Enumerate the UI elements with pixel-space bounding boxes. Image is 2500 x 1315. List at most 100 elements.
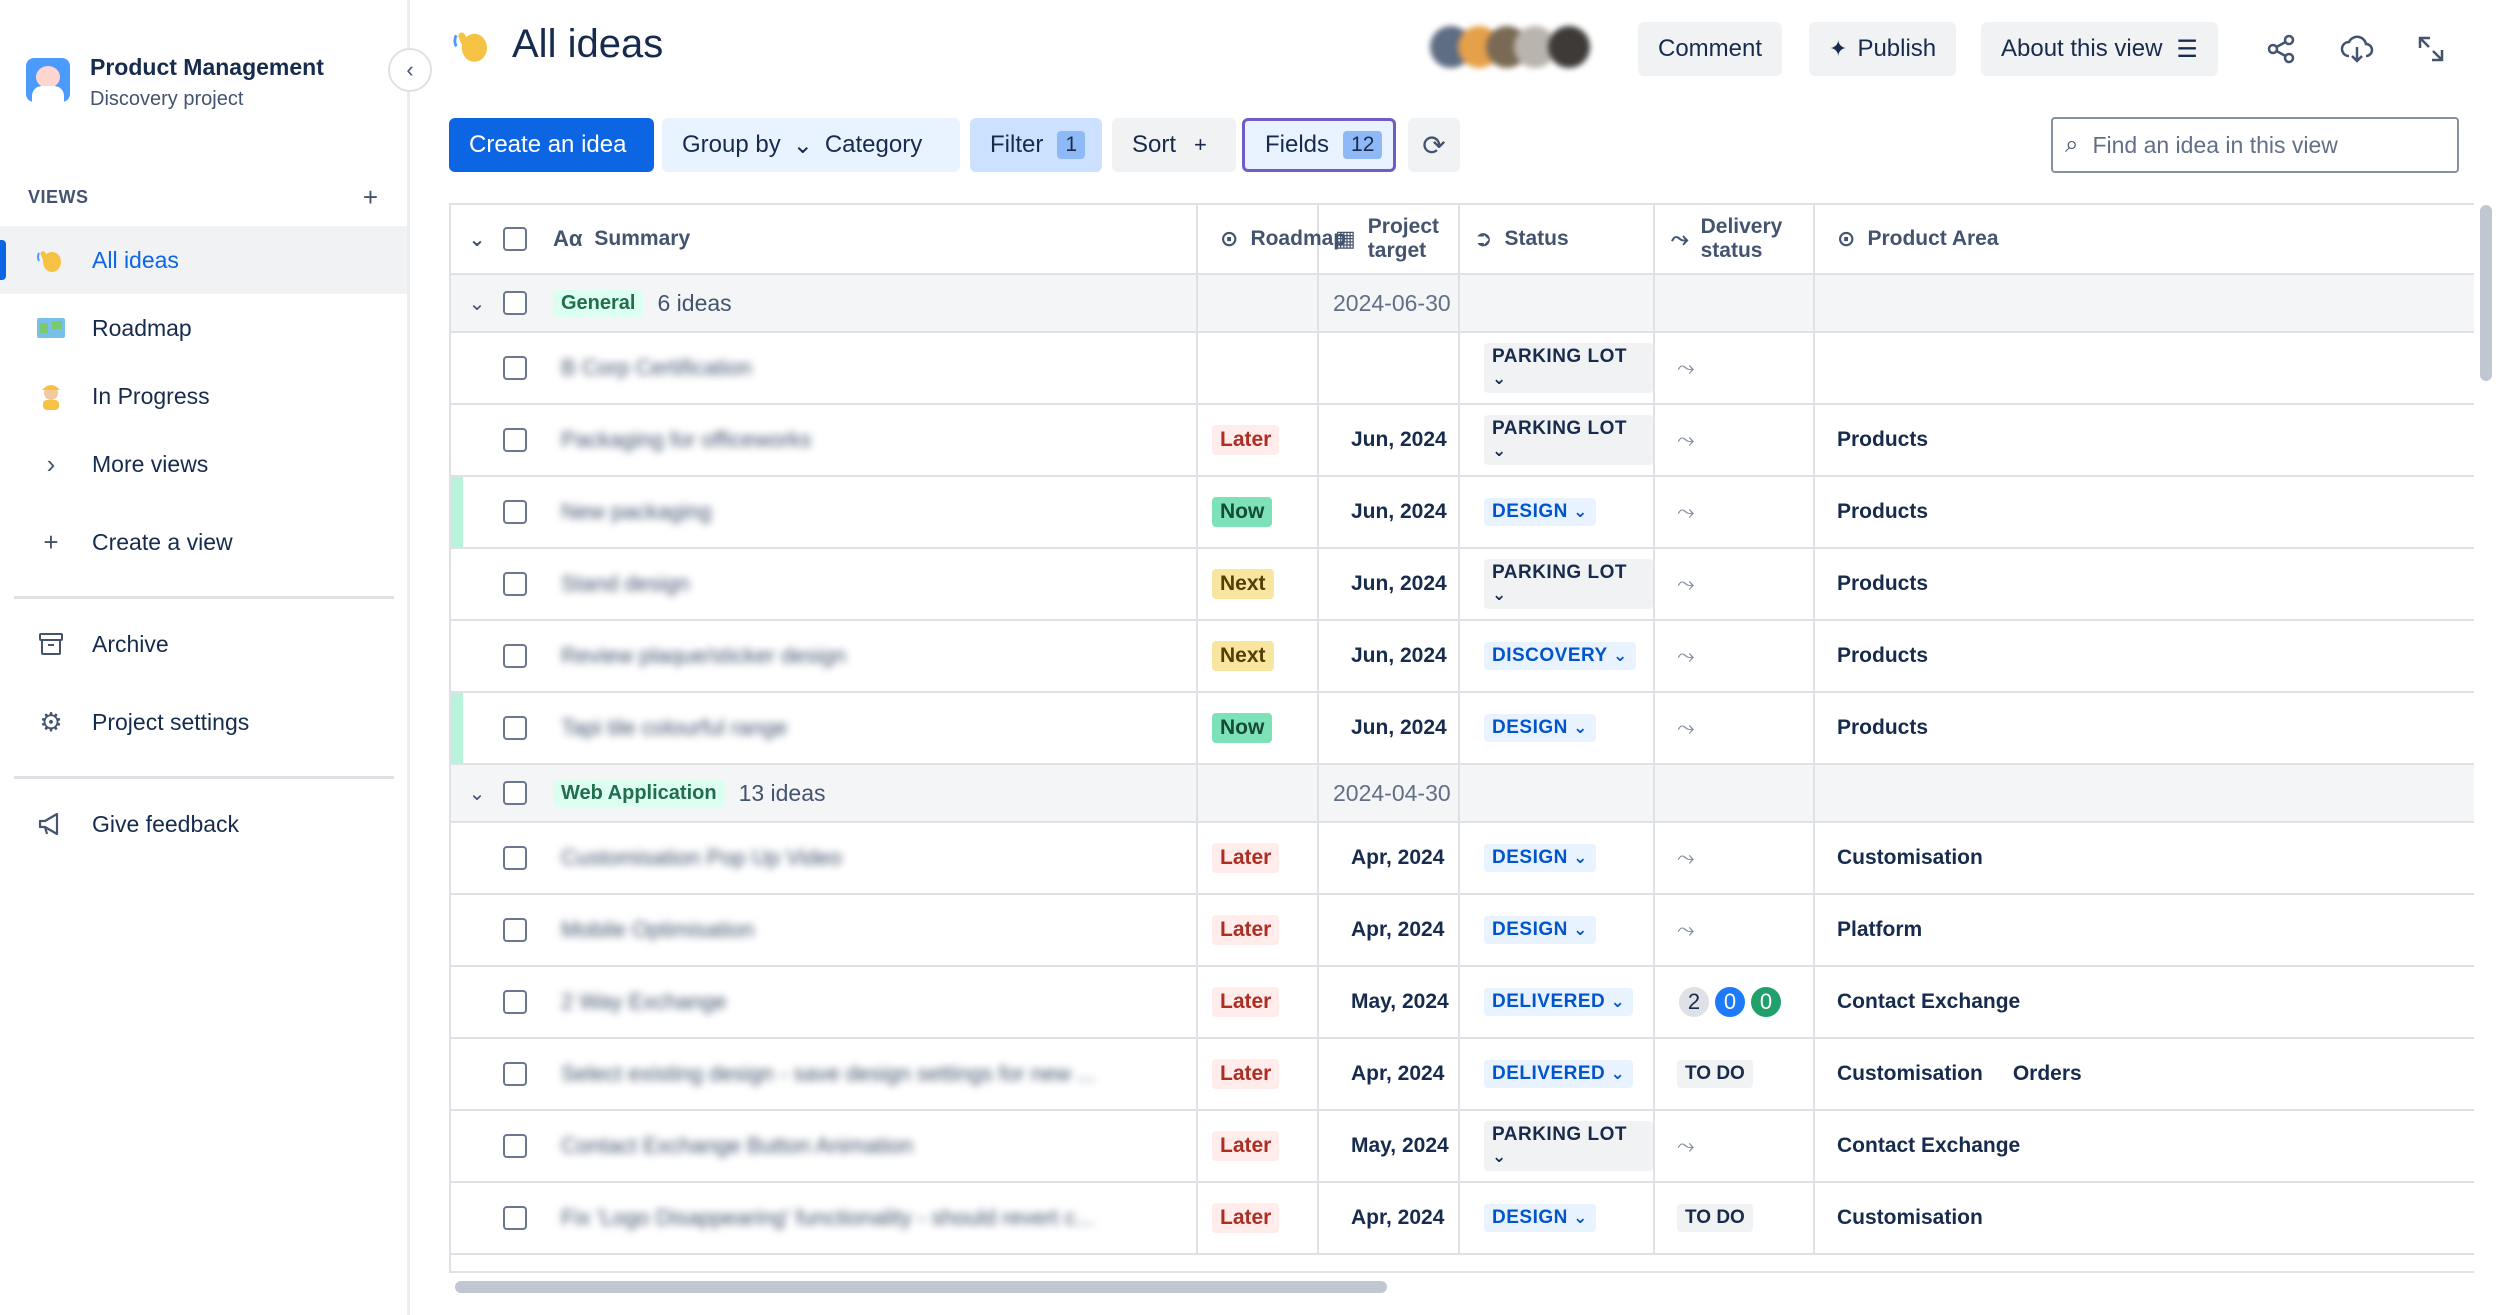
- delivery-status-cell[interactable]: ⤳: [1655, 621, 1815, 691]
- status-cell[interactable]: DESIGN ⌄: [1460, 693, 1655, 763]
- project-target-cell[interactable]: Jun, 2024: [1319, 549, 1460, 619]
- status-dropdown[interactable]: DESIGN ⌄: [1484, 498, 1596, 526]
- status-cell[interactable]: DESIGN ⌄: [1460, 1183, 1655, 1253]
- project-header[interactable]: Product Management Discovery project: [26, 52, 324, 116]
- project-target-cell[interactable]: Jun, 2024: [1319, 621, 1460, 691]
- idea-summary[interactable]: New packaging: [561, 499, 712, 524]
- row-checkbox[interactable]: [503, 1111, 527, 1181]
- idea-summary[interactable]: Customisation Pop Up Video: [561, 845, 842, 870]
- project-target-cell[interactable]: Jun, 2024: [1319, 477, 1460, 547]
- delivery-status-cell[interactable]: TO DO: [1655, 1183, 1815, 1253]
- create-idea-button[interactable]: Create an idea: [449, 118, 654, 172]
- group-row[interactable]: ⌄ Web Application 13 ideas 2024-04-30 - ...: [451, 765, 2474, 823]
- column-status[interactable]: ➲ Status: [1460, 205, 1655, 273]
- project-target-cell[interactable]: Apr, 2024: [1319, 895, 1460, 965]
- select-all-checkbox[interactable]: [503, 205, 527, 273]
- project-target-cell[interactable]: Jun, 2024: [1319, 693, 1460, 763]
- summary-cell[interactable]: Tapi tile colourful range: [553, 693, 1198, 763]
- sidebar-item-create-view[interactable]: + Create a view: [0, 508, 407, 576]
- table-row[interactable]: B Corp Certification PARKING LOT ⌄ ⤳: [451, 333, 2474, 405]
- idea-summary[interactable]: B Corp Certification: [561, 355, 752, 380]
- summary-cell[interactable]: Customisation Pop Up Video: [553, 823, 1198, 893]
- delivery-status-cell[interactable]: ⤳: [1655, 895, 1815, 965]
- product-area-cell[interactable]: [1815, 333, 2474, 403]
- project-target-cell[interactable]: Apr, 2024: [1319, 1183, 1460, 1253]
- project-target-cell[interactable]: Apr, 2024: [1319, 1039, 1460, 1109]
- idea-summary[interactable]: Mobile Optimisation: [561, 917, 755, 942]
- project-target-cell[interactable]: May, 2024: [1319, 1111, 1460, 1181]
- status-dropdown[interactable]: DESIGN ⌄: [1484, 844, 1596, 872]
- row-checkbox[interactable]: [503, 693, 527, 763]
- roadmap-cell[interactable]: Later: [1198, 405, 1319, 475]
- status-dropdown[interactable]: DELIVERED ⌄: [1484, 1060, 1634, 1088]
- status-dropdown[interactable]: PARKING LOT ⌄: [1484, 1121, 1653, 1171]
- search-input[interactable]: [2092, 131, 2433, 159]
- search-field[interactable]: ⌕: [2051, 117, 2459, 173]
- summary-cell[interactable]: 2 Way Exchange: [553, 967, 1198, 1037]
- summary-cell[interactable]: Mobile Optimisation: [553, 895, 1198, 965]
- product-area-cell[interactable]: Customisation: [1815, 823, 2474, 893]
- roadmap-cell[interactable]: Later: [1198, 1111, 1319, 1181]
- collapse-all-chevron-icon[interactable]: ⌄: [468, 228, 486, 251]
- product-area-cell[interactable]: Contact Exchange: [1815, 967, 2474, 1037]
- roadmap-cell[interactable]: Later: [1198, 823, 1319, 893]
- product-area-cell[interactable]: Products: [1815, 549, 2474, 619]
- roadmap-cell[interactable]: Now: [1198, 693, 1319, 763]
- column-roadmap[interactable]: ⊙ Roadmap: [1198, 205, 1346, 273]
- status-cell[interactable]: PARKING LOT ⌄: [1460, 1111, 1655, 1181]
- table-row[interactable]: Packaging for officeworks Later Jun, 2024 P…: [451, 405, 2474, 477]
- row-checkbox[interactable]: [503, 405, 527, 475]
- group-row[interactable]: ⌄ General 6 ideas 2024-06-30 - ...: [451, 275, 2474, 333]
- summary-cell[interactable]: New packaging: [553, 477, 1198, 547]
- product-area-cell[interactable]: Products: [1815, 621, 2474, 691]
- summary-cell[interactable]: Packaging for officeworks: [553, 405, 1198, 475]
- status-dropdown[interactable]: DESIGN ⌄: [1484, 714, 1596, 742]
- table-row[interactable]: New packaging Now Jun, 2024 DESIGN ⌄ ⤳ Produc…: [451, 477, 2474, 549]
- status-cell[interactable]: PARKING LOT ⌄: [1460, 405, 1655, 475]
- comment-button[interactable]: Comment: [1638, 22, 1783, 76]
- group-by-button[interactable]: Group by ⌄ Category: [662, 118, 960, 172]
- project-target-cell[interactable]: Apr, 2024: [1319, 823, 1460, 893]
- sidebar-item-archive[interactable]: Archive: [0, 610, 407, 678]
- table-row[interactable]: Tapi tile colourful range Now Jun, 2024 DES…: [451, 693, 2474, 765]
- row-checkbox[interactable]: [503, 477, 527, 547]
- roadmap-cell[interactable]: Later: [1198, 967, 1319, 1037]
- group-chevron-icon[interactable]: ⌄: [468, 782, 486, 805]
- project-target-cell[interactable]: Jun, 2024: [1319, 405, 1460, 475]
- group-chevron-icon[interactable]: ⌄: [468, 292, 486, 315]
- add-view-icon[interactable]: +: [362, 182, 378, 212]
- roadmap-cell[interactable]: Next: [1198, 621, 1319, 691]
- summary-cell[interactable]: Stand design: [553, 549, 1198, 619]
- column-project-target[interactable]: ▦ Project target: [1319, 205, 1460, 273]
- sidebar-item-project-settings[interactable]: ⚙ Project settings: [0, 688, 407, 756]
- summary-cell[interactable]: Review plaque/sticker design: [553, 621, 1198, 691]
- idea-summary[interactable]: Contact Exchange Button Animation: [561, 1133, 914, 1158]
- row-checkbox[interactable]: [503, 1183, 527, 1253]
- publish-button[interactable]: ✦ Publish: [1809, 22, 1957, 76]
- delivery-status-cell[interactable]: ⤳: [1655, 823, 1815, 893]
- table-row[interactable]: Fix 'Logo Disappearing' functionality - …: [451, 1183, 2474, 1255]
- horizontal-scrollbar[interactable]: [455, 1281, 1387, 1293]
- summary-cell[interactable]: Fix 'Logo Disappearing' functionality - …: [553, 1183, 1198, 1253]
- status-cell[interactable]: DESIGN ⌄: [1460, 895, 1655, 965]
- delivery-status-cell[interactable]: ⤳: [1655, 693, 1815, 763]
- about-this-view-button[interactable]: About this view ☰: [1981, 22, 2218, 76]
- idea-summary[interactable]: 2 Way Exchange: [561, 989, 727, 1014]
- table-row[interactable]: Customisation Pop Up Video Later Apr, 2024…: [451, 823, 2474, 895]
- summary-cell[interactable]: Select existing design - save design set…: [553, 1039, 1198, 1109]
- column-summary[interactable]: Aα Summary: [553, 205, 1198, 273]
- summary-cell[interactable]: B Corp Certification: [553, 333, 1198, 403]
- roadmap-cell[interactable]: Now: [1198, 477, 1319, 547]
- status-dropdown[interactable]: DISCOVERY ⌄: [1484, 642, 1636, 670]
- idea-summary[interactable]: Fix 'Logo Disappearing' functionality - …: [561, 1205, 1094, 1230]
- sort-button[interactable]: Sort +: [1112, 118, 1236, 172]
- status-cell[interactable]: DELIVERED ⌄: [1460, 1039, 1655, 1109]
- sidebar-item-all-ideas[interactable]: All ideas: [0, 226, 407, 294]
- column-product-area[interactable]: ⊙ Product Area: [1815, 205, 2015, 273]
- status-dropdown[interactable]: PARKING LOT ⌄: [1484, 343, 1653, 393]
- status-cell[interactable]: DESIGN ⌄: [1460, 477, 1655, 547]
- idea-summary[interactable]: Stand design: [561, 571, 690, 596]
- table-row[interactable]: Select existing design - save design set…: [451, 1039, 2474, 1111]
- sidebar-item-roadmap[interactable]: Roadmap: [0, 294, 407, 362]
